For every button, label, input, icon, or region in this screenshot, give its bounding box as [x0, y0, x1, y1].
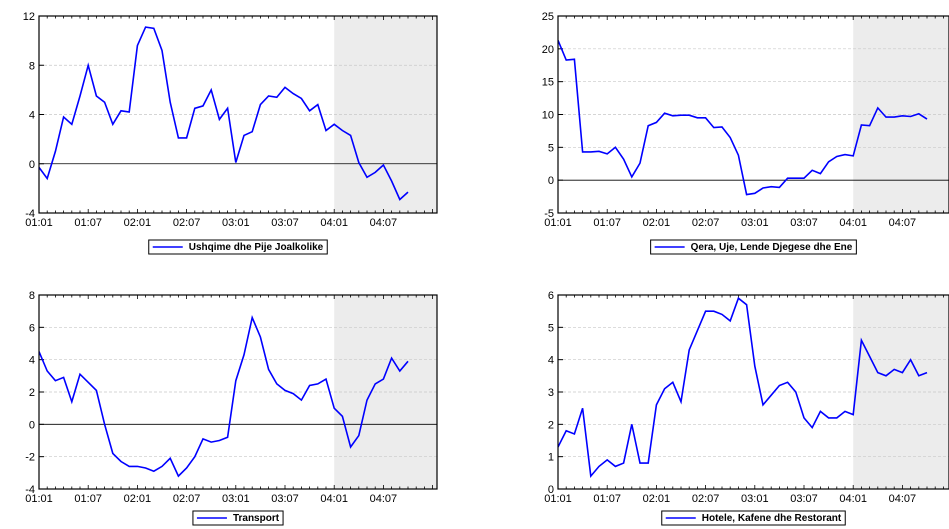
- y-tick-label: 2: [29, 387, 35, 399]
- chart-panel-3: -4 -2 0 2 4 6 8 01:01 01:07 02:01 02:07 03:01 03:07 0…: [25, 290, 438, 526]
- x-tick-label: 01:07: [593, 217, 621, 229]
- y-tick-label: 5: [548, 322, 554, 334]
- y-tick-label: 10: [542, 110, 554, 122]
- legend-label: Ushqime dhe Pije Joalkolike: [189, 242, 324, 253]
- x-tick-label: 02:07: [173, 217, 201, 229]
- series-line: [39, 26, 409, 201]
- y-tick-label: 4: [29, 110, 35, 122]
- y-tick-label: 2: [548, 419, 554, 431]
- y-tick-label: -5: [544, 208, 554, 220]
- series-line: [39, 314, 409, 478]
- y-tick-label: 8: [29, 60, 35, 72]
- plot-frame: [38, 294, 438, 490]
- chart-panel-2: -5 0 5 10 15 20 25 01:01 01:07 02:01 02:07 03:01 03:…: [542, 11, 949, 255]
- x-tick-label: 04:01: [320, 493, 348, 505]
- legend-label: Qera, Uje, Lende Djegese dhe Ene: [691, 242, 853, 253]
- y-tick-label: -4: [25, 484, 35, 496]
- y-tick-label: 6: [29, 322, 35, 334]
- legend-box: [650, 239, 857, 255]
- series-line: [558, 296, 928, 479]
- x-tick-label: 03:01: [741, 217, 769, 229]
- y-tick-label: 25: [542, 11, 554, 23]
- x-tick-label: 02:07: [173, 493, 201, 505]
- x-tick-label: 01:07: [74, 493, 102, 505]
- y-tick-label: 0: [548, 175, 554, 187]
- y-tick-label: 15: [542, 77, 554, 89]
- x-tick-label: 04:07: [889, 217, 917, 229]
- x-tick-label: 03:01: [222, 217, 250, 229]
- x-tick-label: 03:07: [790, 217, 818, 229]
- y-tick-label: 4: [548, 355, 554, 367]
- y-tick-label: 20: [542, 44, 554, 56]
- x-tick-label: 01:01: [25, 493, 53, 505]
- x-tick-label: 03:01: [222, 493, 250, 505]
- x-tick-label: 04:07: [370, 217, 398, 229]
- legend-label: Hotele, Kafene dhe Restorant: [702, 513, 842, 524]
- x-tick-label: 03:07: [271, 217, 299, 229]
- y-tick-label: 5: [548, 142, 554, 154]
- series-line: [558, 39, 928, 196]
- plot-frame: [557, 15, 949, 214]
- plot-frame: [38, 15, 438, 214]
- chart-panel-1: -4 0 4 8 12 01:01 01:07 02:01 02:07 03:01 03:07 04:…: [23, 11, 438, 255]
- y-tick-label: -2: [25, 452, 35, 464]
- y-tick-label: 12: [23, 11, 35, 23]
- y-tick-label: 8: [29, 290, 35, 302]
- x-tick-label: 02:01: [643, 217, 671, 229]
- x-tick-label: 01:01: [544, 217, 572, 229]
- x-tick-label: 02:07: [692, 493, 720, 505]
- legend-box: [192, 510, 284, 526]
- x-tick-label: 02:01: [124, 217, 152, 229]
- legend-label: Transport: [233, 513, 280, 524]
- y-tick-label: -4: [25, 208, 35, 220]
- y-tick-label: 0: [548, 484, 554, 496]
- legend-box: [661, 510, 846, 526]
- x-tick-label: 01:07: [74, 217, 102, 229]
- x-tick-label: 03:07: [271, 493, 299, 505]
- x-tick-label: 02:07: [692, 217, 720, 229]
- y-tick-label: 3: [548, 387, 554, 399]
- y-tick-label: 0: [29, 159, 35, 171]
- y-tick-label: 4: [29, 355, 35, 367]
- legend: Qera, Uje, Lende Djegese dhe Ene: [650, 239, 857, 255]
- y-tick-label: 6: [548, 290, 554, 302]
- x-tick-label: 03:07: [790, 493, 818, 505]
- y-tick-label: 0: [29, 419, 35, 431]
- x-tick-label: 04:07: [889, 493, 917, 505]
- legend: Transport: [192, 510, 284, 526]
- legend: Ushqime dhe Pije Joalkolike: [148, 239, 328, 255]
- legend-box: [148, 239, 328, 255]
- x-tick-label: 04:01: [839, 493, 867, 505]
- plot-frame: [557, 294, 949, 490]
- x-tick-label: 03:01: [741, 493, 769, 505]
- x-tick-label: 01:01: [25, 217, 53, 229]
- y-tick-label: 1: [548, 452, 554, 464]
- x-tick-label: 04:01: [839, 217, 867, 229]
- x-tick-label: 01:07: [593, 493, 621, 505]
- x-tick-label: 01:01: [544, 493, 572, 505]
- x-tick-label: 02:01: [643, 493, 671, 505]
- x-tick-label: 04:01: [320, 217, 348, 229]
- x-tick-label: 04:07: [370, 493, 398, 505]
- x-tick-label: 02:01: [124, 493, 152, 505]
- legend: Hotele, Kafene dhe Restorant: [661, 510, 846, 526]
- chart-panel-4: 0 1 2 3 4 5 6 01:01 01:07 02:01 02:07 03:01 03:07 04:…: [544, 290, 949, 526]
